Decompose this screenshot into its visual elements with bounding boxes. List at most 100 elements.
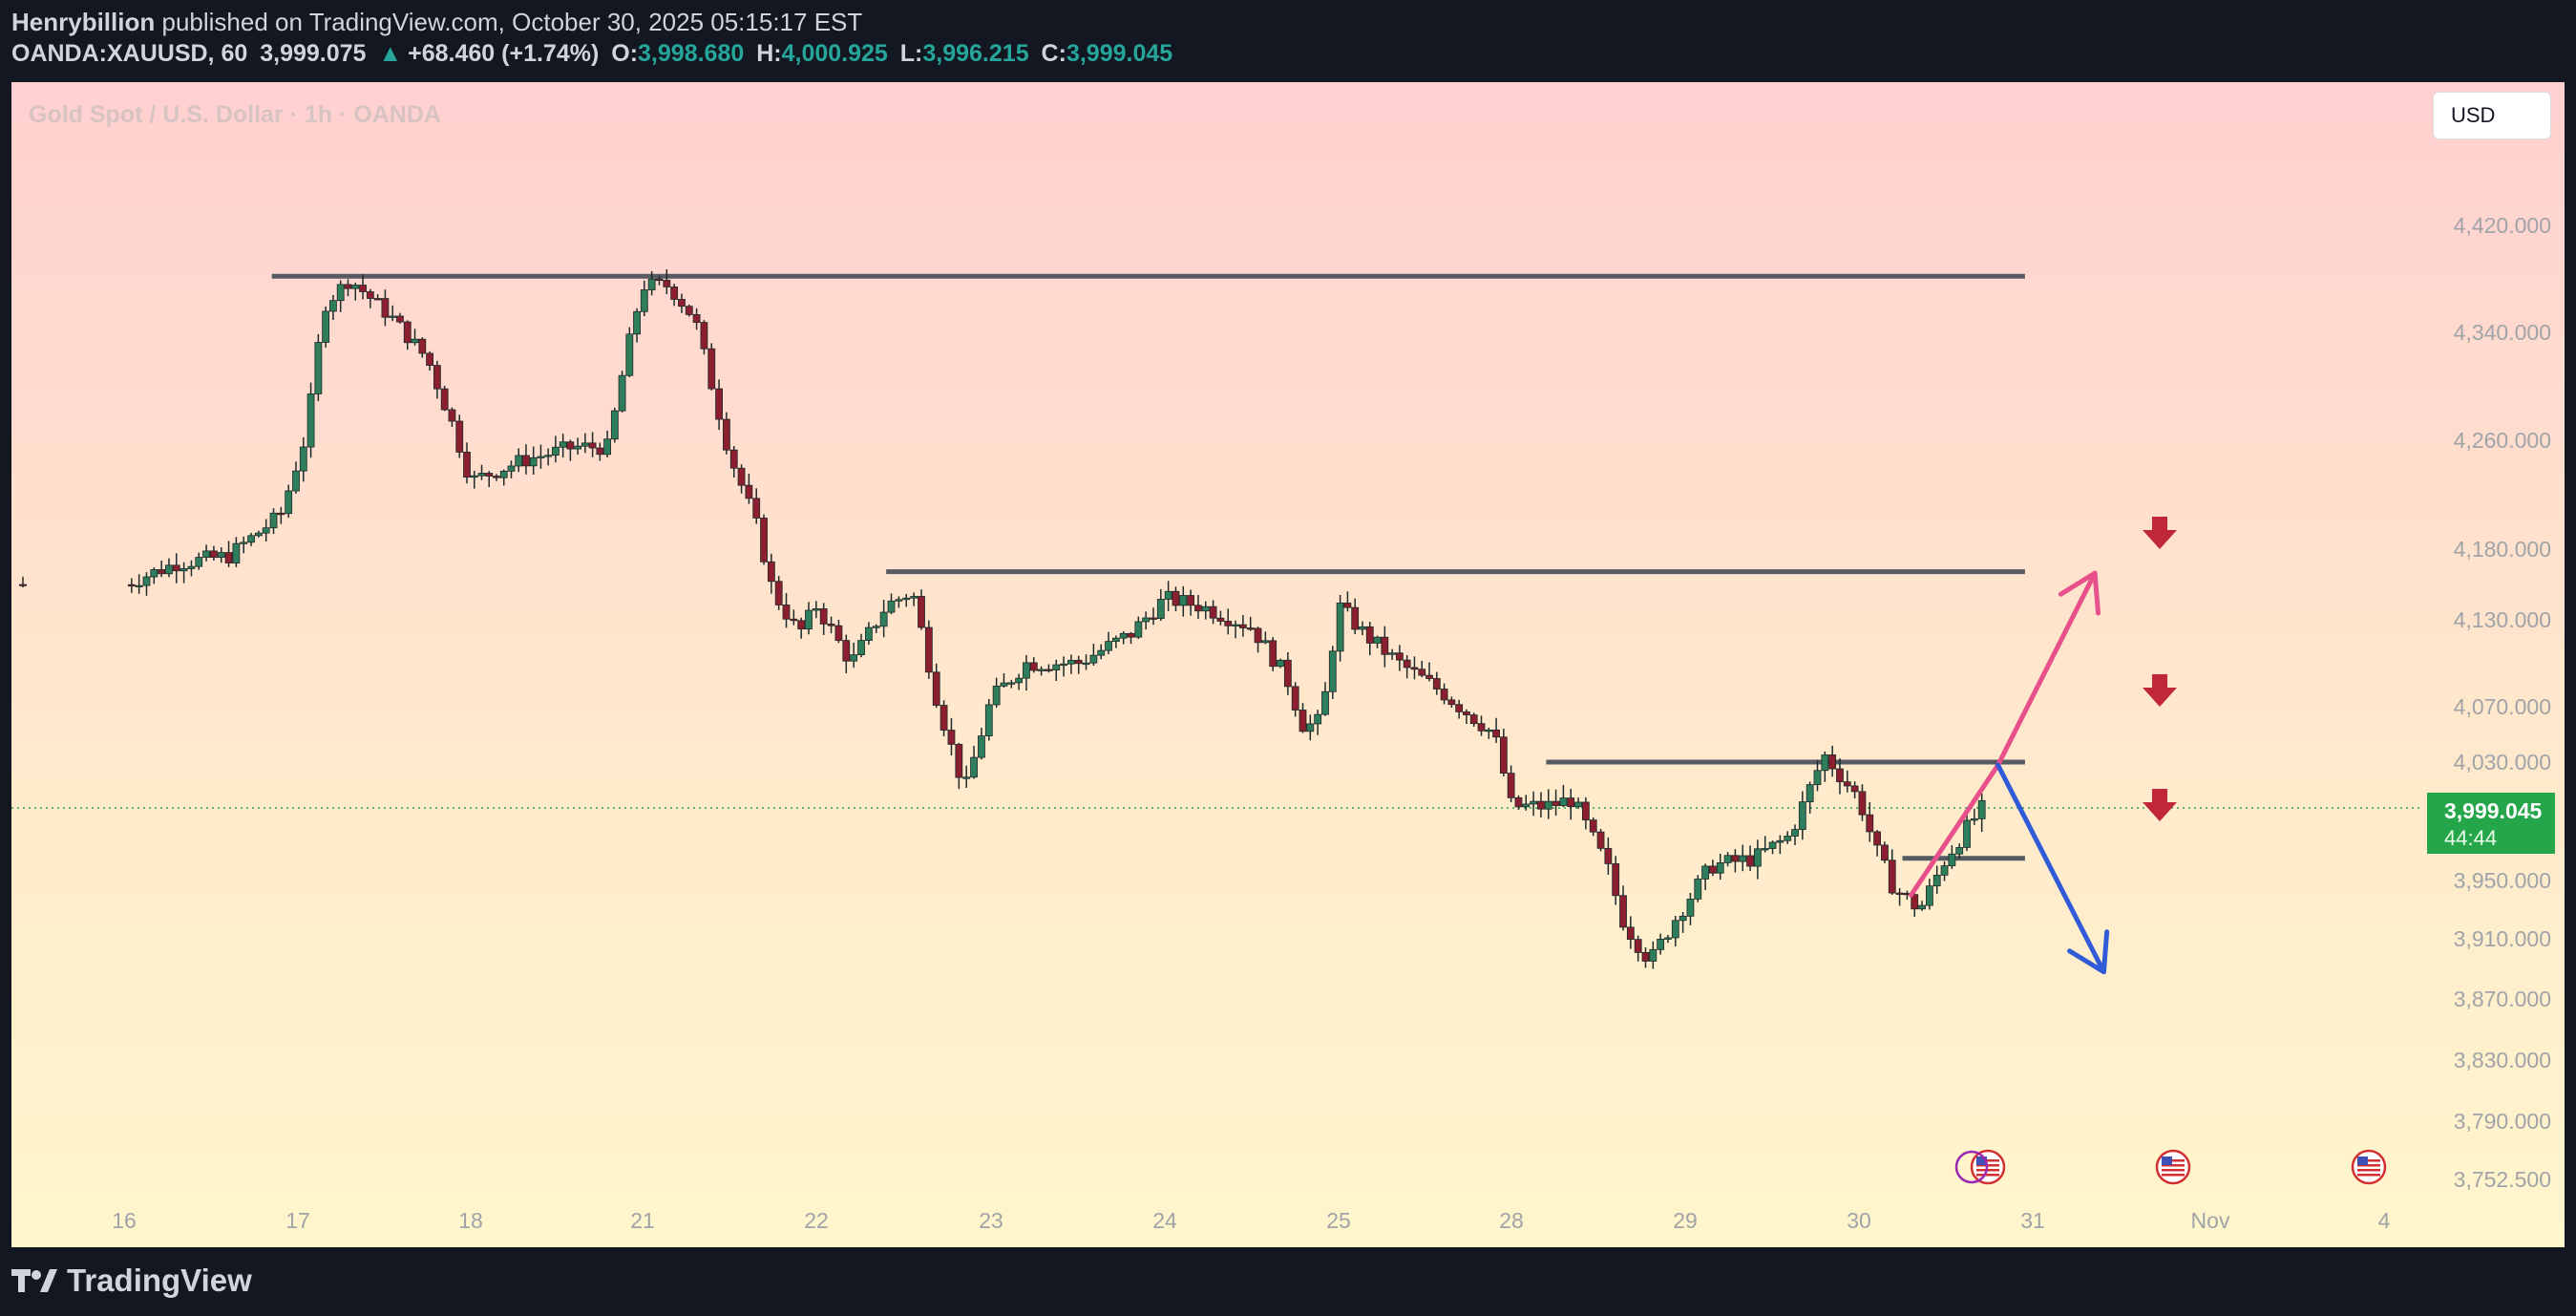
- candle: [1492, 717, 1500, 743]
- candle: [1142, 611, 1151, 630]
- candle: [1507, 765, 1515, 802]
- scenario-up-arrow-head: [2058, 570, 2101, 616]
- candle: [1723, 852, 1732, 867]
- us-flag-event-icon[interactable]: [2351, 1149, 2387, 1185]
- candle-body: [127, 584, 136, 587]
- candle: [978, 728, 985, 760]
- tradingview-logo[interactable]: TradingView: [11, 1263, 252, 1299]
- candle-body: [827, 624, 835, 626]
- candle: [210, 545, 218, 561]
- candle-body: [1634, 939, 1642, 953]
- candle: [262, 519, 270, 541]
- currency-button[interactable]: USD: [2433, 92, 2551, 139]
- candle-body: [1746, 855, 1754, 867]
- candle-body: [485, 473, 494, 477]
- candle: [872, 624, 880, 633]
- candle: [1544, 789, 1552, 819]
- candle: [1395, 645, 1404, 671]
- candle: [647, 271, 656, 296]
- candle: [1791, 824, 1799, 845]
- countdown-label: 44:44: [2444, 826, 2497, 850]
- candle-body: [1671, 920, 1679, 939]
- candle: [1641, 946, 1650, 968]
- candle-body: [1314, 713, 1322, 725]
- flag-stripe: [2357, 1174, 2380, 1177]
- candle: [403, 320, 412, 350]
- candle: [805, 602, 813, 635]
- price-chart[interactable]: 4,420.000 4,340.000 4,260.000 4,180.000 4,13…: [11, 82, 2565, 1247]
- candle: [1089, 644, 1098, 667]
- candle-body: [723, 418, 730, 451]
- y-tick-label: 4,340.000: [2454, 320, 2551, 345]
- candle-body: [507, 465, 516, 472]
- flag-stripe: [1976, 1159, 1999, 1162]
- candle: [729, 446, 738, 478]
- x-tick-label: 16: [112, 1208, 137, 1233]
- candle: [172, 553, 180, 584]
- tradingview-logo-icon: [11, 1269, 57, 1292]
- candle-body: [285, 490, 293, 515]
- candle: [1007, 679, 1016, 689]
- candle: [19, 576, 27, 588]
- y-tick-label: 4,260.000: [2454, 428, 2551, 453]
- candle-body: [902, 597, 911, 601]
- candle: [1119, 631, 1128, 645]
- candle-body: [1499, 736, 1508, 775]
- candle: [351, 283, 360, 301]
- candle-body: [1351, 606, 1360, 630]
- candle-body: [842, 640, 851, 662]
- author-name[interactable]: Henrybillion: [11, 8, 156, 36]
- candle-body: [254, 532, 263, 537]
- candle-body: [760, 518, 768, 562]
- candle: [797, 617, 806, 639]
- candle-body: [700, 322, 708, 350]
- flag-stripe: [2162, 1169, 2185, 1172]
- candle-body: [1432, 678, 1441, 690]
- candle-body: [210, 550, 218, 559]
- y-tick-label: 3,950.000: [2454, 868, 2551, 893]
- candle: [940, 700, 948, 737]
- brand-name: TradingView: [67, 1263, 252, 1298]
- candle: [737, 464, 746, 494]
- candle-body: [1649, 948, 1658, 962]
- candle-body: [596, 447, 604, 456]
- candle: [1530, 791, 1538, 817]
- scenario-down-arrow[interactable]: [1995, 762, 2106, 975]
- candle: [544, 448, 553, 466]
- event-ring-icon[interactable]: [1954, 1150, 1989, 1184]
- candle-body: [850, 654, 858, 662]
- candle-body: [910, 596, 918, 599]
- candle: [269, 508, 278, 535]
- candle: [1776, 835, 1784, 855]
- chart-frame[interactable]: 4,420.000 4,340.000 4,260.000 4,180.000 4,13…: [11, 82, 2565, 1247]
- candle-body: [1626, 926, 1635, 941]
- x-tick-label: Nov: [2191, 1208, 2230, 1233]
- candle: [678, 293, 686, 313]
- candle: [150, 567, 158, 584]
- candle: [1612, 856, 1620, 905]
- candle-body: [1455, 704, 1464, 712]
- candle-body: [767, 561, 775, 583]
- candle: [1589, 817, 1597, 837]
- candle: [240, 536, 248, 554]
- us-flag-event-icon[interactable]: [2155, 1149, 2191, 1185]
- candle-body: [381, 298, 390, 318]
- candle: [359, 274, 367, 300]
- candle-body: [403, 321, 412, 344]
- candle: [1469, 712, 1478, 727]
- candle-body: [440, 388, 449, 411]
- candle-body: [1269, 640, 1277, 668]
- candle: [529, 446, 538, 475]
- candle: [782, 593, 791, 628]
- candle-body: [1359, 626, 1366, 630]
- candle-body: [610, 410, 619, 440]
- candle-body: [1581, 801, 1590, 821]
- symbol-label[interactable]: OANDA:XAUUSD, 60: [11, 40, 248, 67]
- candle: [396, 312, 404, 324]
- candle-body: [195, 557, 203, 567]
- down-marker-icon: [2143, 517, 2177, 549]
- price-change: +68.460 (+1.74%): [408, 40, 600, 67]
- flag-stripe: [2162, 1159, 2185, 1162]
- candle-body: [1000, 682, 1008, 687]
- candle-body: [992, 685, 1001, 706]
